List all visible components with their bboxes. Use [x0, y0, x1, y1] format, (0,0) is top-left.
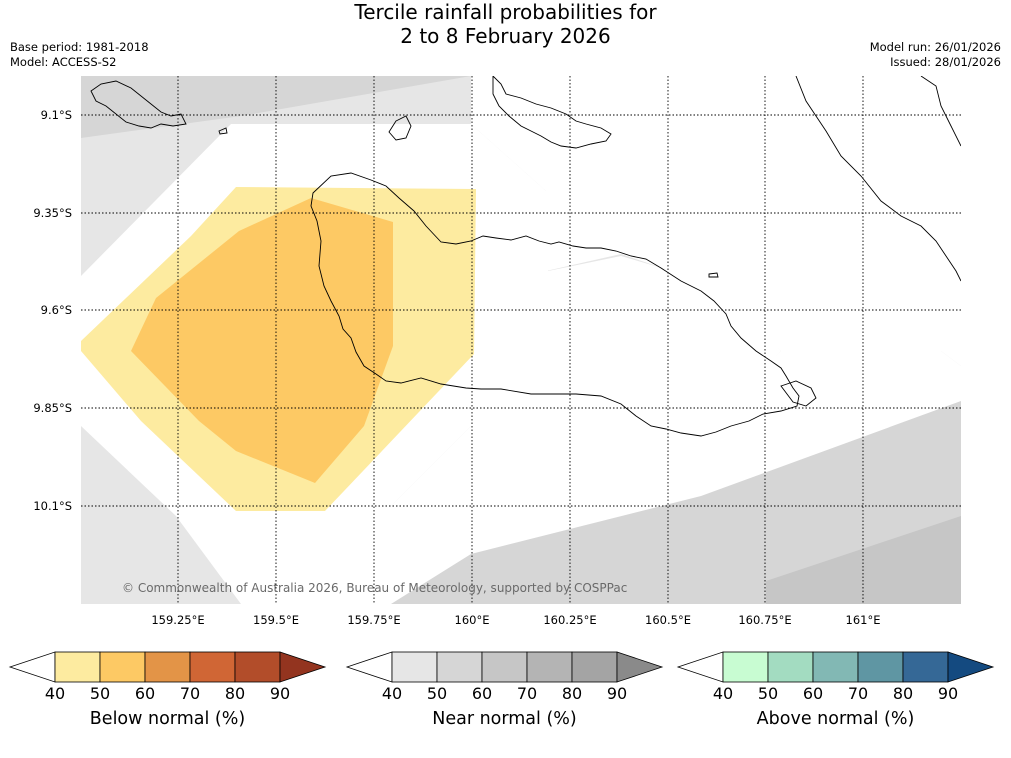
colorbar-arrow-low	[345, 651, 393, 683]
lon-label-159-5: 159.5°E	[253, 613, 299, 627]
colorbar-tick-label: 90	[937, 684, 959, 703]
colorbar-tick-label: 80	[224, 684, 246, 703]
colorbar-arrow-high	[279, 651, 327, 683]
coastline-malaita	[795, 76, 961, 282]
colorbar-segment	[857, 651, 904, 683]
colorbar-tick-label: 80	[892, 684, 914, 703]
coastline-guadalcanal	[310, 172, 800, 437]
lat-label-9-35: 9.35°S	[33, 206, 72, 220]
colorbar-arrow-high	[616, 651, 664, 683]
lat-label-10-1: 10.1°S	[33, 499, 72, 513]
model-run-label: Model run: 26/01/2026	[869, 40, 1001, 54]
coastline-northwest	[90, 80, 187, 129]
colorbar-tick-label: 80	[561, 684, 583, 703]
colorbar-segment	[571, 651, 618, 683]
colorbar-segment	[767, 651, 814, 683]
colorbar-segment	[54, 651, 101, 683]
lat-label-9-6: 9.6°S	[40, 303, 72, 317]
lon-label-159-75: 159.75°E	[347, 613, 401, 627]
colorbar-1	[8, 651, 327, 683]
climatology-strip-east	[941, 171, 961, 366]
colorbar-tick-label: 60	[471, 684, 493, 703]
lon-label-159-25: 159.25°E	[151, 613, 205, 627]
issued-label: Issued: 28/01/2026	[890, 55, 1001, 69]
coastline-malaita-north	[920, 76, 961, 147]
lon-label-161: 161°E	[845, 613, 881, 627]
colorbar-tick-label: 60	[134, 684, 156, 703]
lon-label-160-75: 160.75°E	[738, 613, 792, 627]
lon-label-160-25: 160.25°E	[543, 613, 597, 627]
colorbar-3	[676, 651, 995, 683]
colorbar-tick-label: 70	[179, 684, 201, 703]
colorbars	[8, 651, 995, 683]
title-line-2: 2 to 8 February 2026	[400, 24, 611, 48]
coastline-islet-small	[708, 272, 719, 278]
map-title: Tercile rainfall probabilities for 2 to …	[0, 0, 1011, 48]
colorbar-tick-label: 40	[712, 684, 734, 703]
colorbar-arrow-high	[947, 651, 995, 683]
coastline-nggela	[492, 76, 612, 149]
colorbar-tick-label: 50	[757, 684, 779, 703]
colorbar-segment	[436, 651, 483, 683]
colorbar-segment	[189, 651, 236, 683]
colorbar-tick-label: 50	[426, 684, 448, 703]
colorbar-tick-label: 40	[381, 684, 403, 703]
colorbar-segment	[481, 651, 528, 683]
colorbar-tick-label: 50	[89, 684, 111, 703]
colorbar-segment	[812, 651, 859, 683]
colorbar-segment	[526, 651, 573, 683]
colorbar-2	[345, 651, 664, 683]
model-label: Model: ACCESS-S2	[10, 55, 117, 69]
near-normal-zone-south	[391, 401, 961, 604]
colorbar-segment	[144, 651, 191, 683]
lon-label-160-5: 160.5°E	[645, 613, 691, 627]
coastline-islet-nw	[218, 127, 228, 135]
colorbar-arrow-low	[676, 651, 724, 683]
meta-left: Base period: 1981-2018 Model: ACCESS-S2	[10, 40, 149, 70]
lat-label-9-85: 9.85°S	[33, 401, 72, 415]
colorbar-title: Near normal (%)	[432, 709, 577, 729]
coastlines	[90, 76, 961, 437]
colorbar-title: Above normal (%)	[756, 709, 915, 729]
below-normal-zone-60	[131, 198, 393, 483]
colorbar-tick-label: 40	[44, 684, 66, 703]
colorbar-tick-label: 90	[606, 684, 628, 703]
colorbar-tick-label: 60	[802, 684, 824, 703]
colorbar-tick-label: 70	[516, 684, 538, 703]
colorbar-segment	[234, 651, 281, 683]
probability-map	[81, 76, 961, 604]
meta-right: Model run: 26/01/2026 Issued: 28/01/2026	[870, 40, 1001, 70]
lat-label-9-1: 9.1°S	[40, 108, 72, 122]
lon-label-160: 160°E	[454, 613, 490, 627]
near-normal-zone-corner	[766, 516, 961, 604]
title-line-1: Tercile rainfall probabilities for	[354, 0, 657, 24]
colorbar-title: Below normal (%)	[89, 709, 246, 729]
colorbar-segment	[391, 651, 438, 683]
colorbar-segment	[902, 651, 949, 683]
colorbar-arrow-low	[8, 651, 56, 683]
base-period-label: Base period: 1981-2018	[10, 40, 149, 54]
colorbar-tick-label: 70	[847, 684, 869, 703]
coastline-islet	[388, 115, 412, 141]
colorbar-segment	[722, 651, 769, 683]
coastline-marau	[780, 380, 817, 407]
colorbar-segment	[99, 651, 146, 683]
near-normal-zone-top	[81, 76, 471, 138]
copyright-notice: © Commonwealth of Australia 2026, Bureau…	[122, 581, 628, 595]
colorbar-tick-label: 90	[269, 684, 291, 703]
graticule	[81, 76, 961, 604]
